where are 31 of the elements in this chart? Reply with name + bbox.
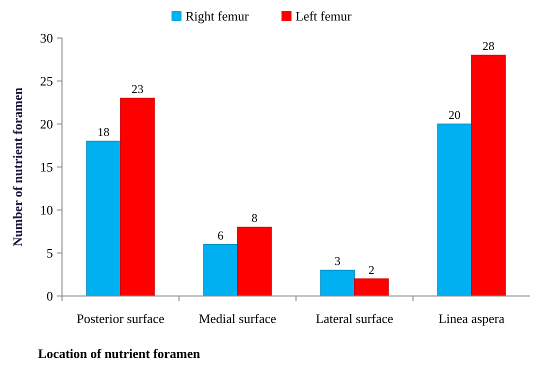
bar <box>86 140 121 296</box>
y-tick-label: 10 <box>40 202 53 218</box>
data-label: 23 <box>131 82 144 96</box>
y-tick-label: 15 <box>40 160 53 175</box>
data-label: 20 <box>448 108 461 122</box>
x-axis-title: Location of nutrient foramen <box>38 346 201 361</box>
bar <box>320 270 355 296</box>
data-label: 28 <box>482 39 494 54</box>
bar <box>354 278 389 296</box>
data-label: 2 <box>368 262 374 277</box>
data-label: 18 <box>98 125 110 140</box>
legend-label: Left femur <box>296 8 352 24</box>
data-label: 6 <box>218 228 224 242</box>
x-tick-label: Medial surface <box>198 311 277 326</box>
y-tick-label: 30 <box>40 30 53 46</box>
y-tick-label: 0 <box>46 288 53 304</box>
data-label: 3 <box>334 254 341 268</box>
y-tick-label: 20 <box>40 116 53 132</box>
bar <box>237 226 272 296</box>
y-axis-title: Number of nutrient foramen <box>10 86 25 246</box>
x-tick-label: Linea aspera <box>438 311 505 326</box>
bar <box>203 244 238 296</box>
bar <box>471 54 506 296</box>
y-tick-label: 25 <box>40 74 53 89</box>
data-label: 8 <box>251 211 258 226</box>
legend-label: Right femur <box>186 8 250 24</box>
bar <box>437 124 472 296</box>
x-tick-label: Lateral surface <box>316 311 394 326</box>
x-tick-label: Posterior surface <box>76 311 165 326</box>
bar <box>120 98 155 296</box>
y-tick-label: 5 <box>46 246 53 261</box>
